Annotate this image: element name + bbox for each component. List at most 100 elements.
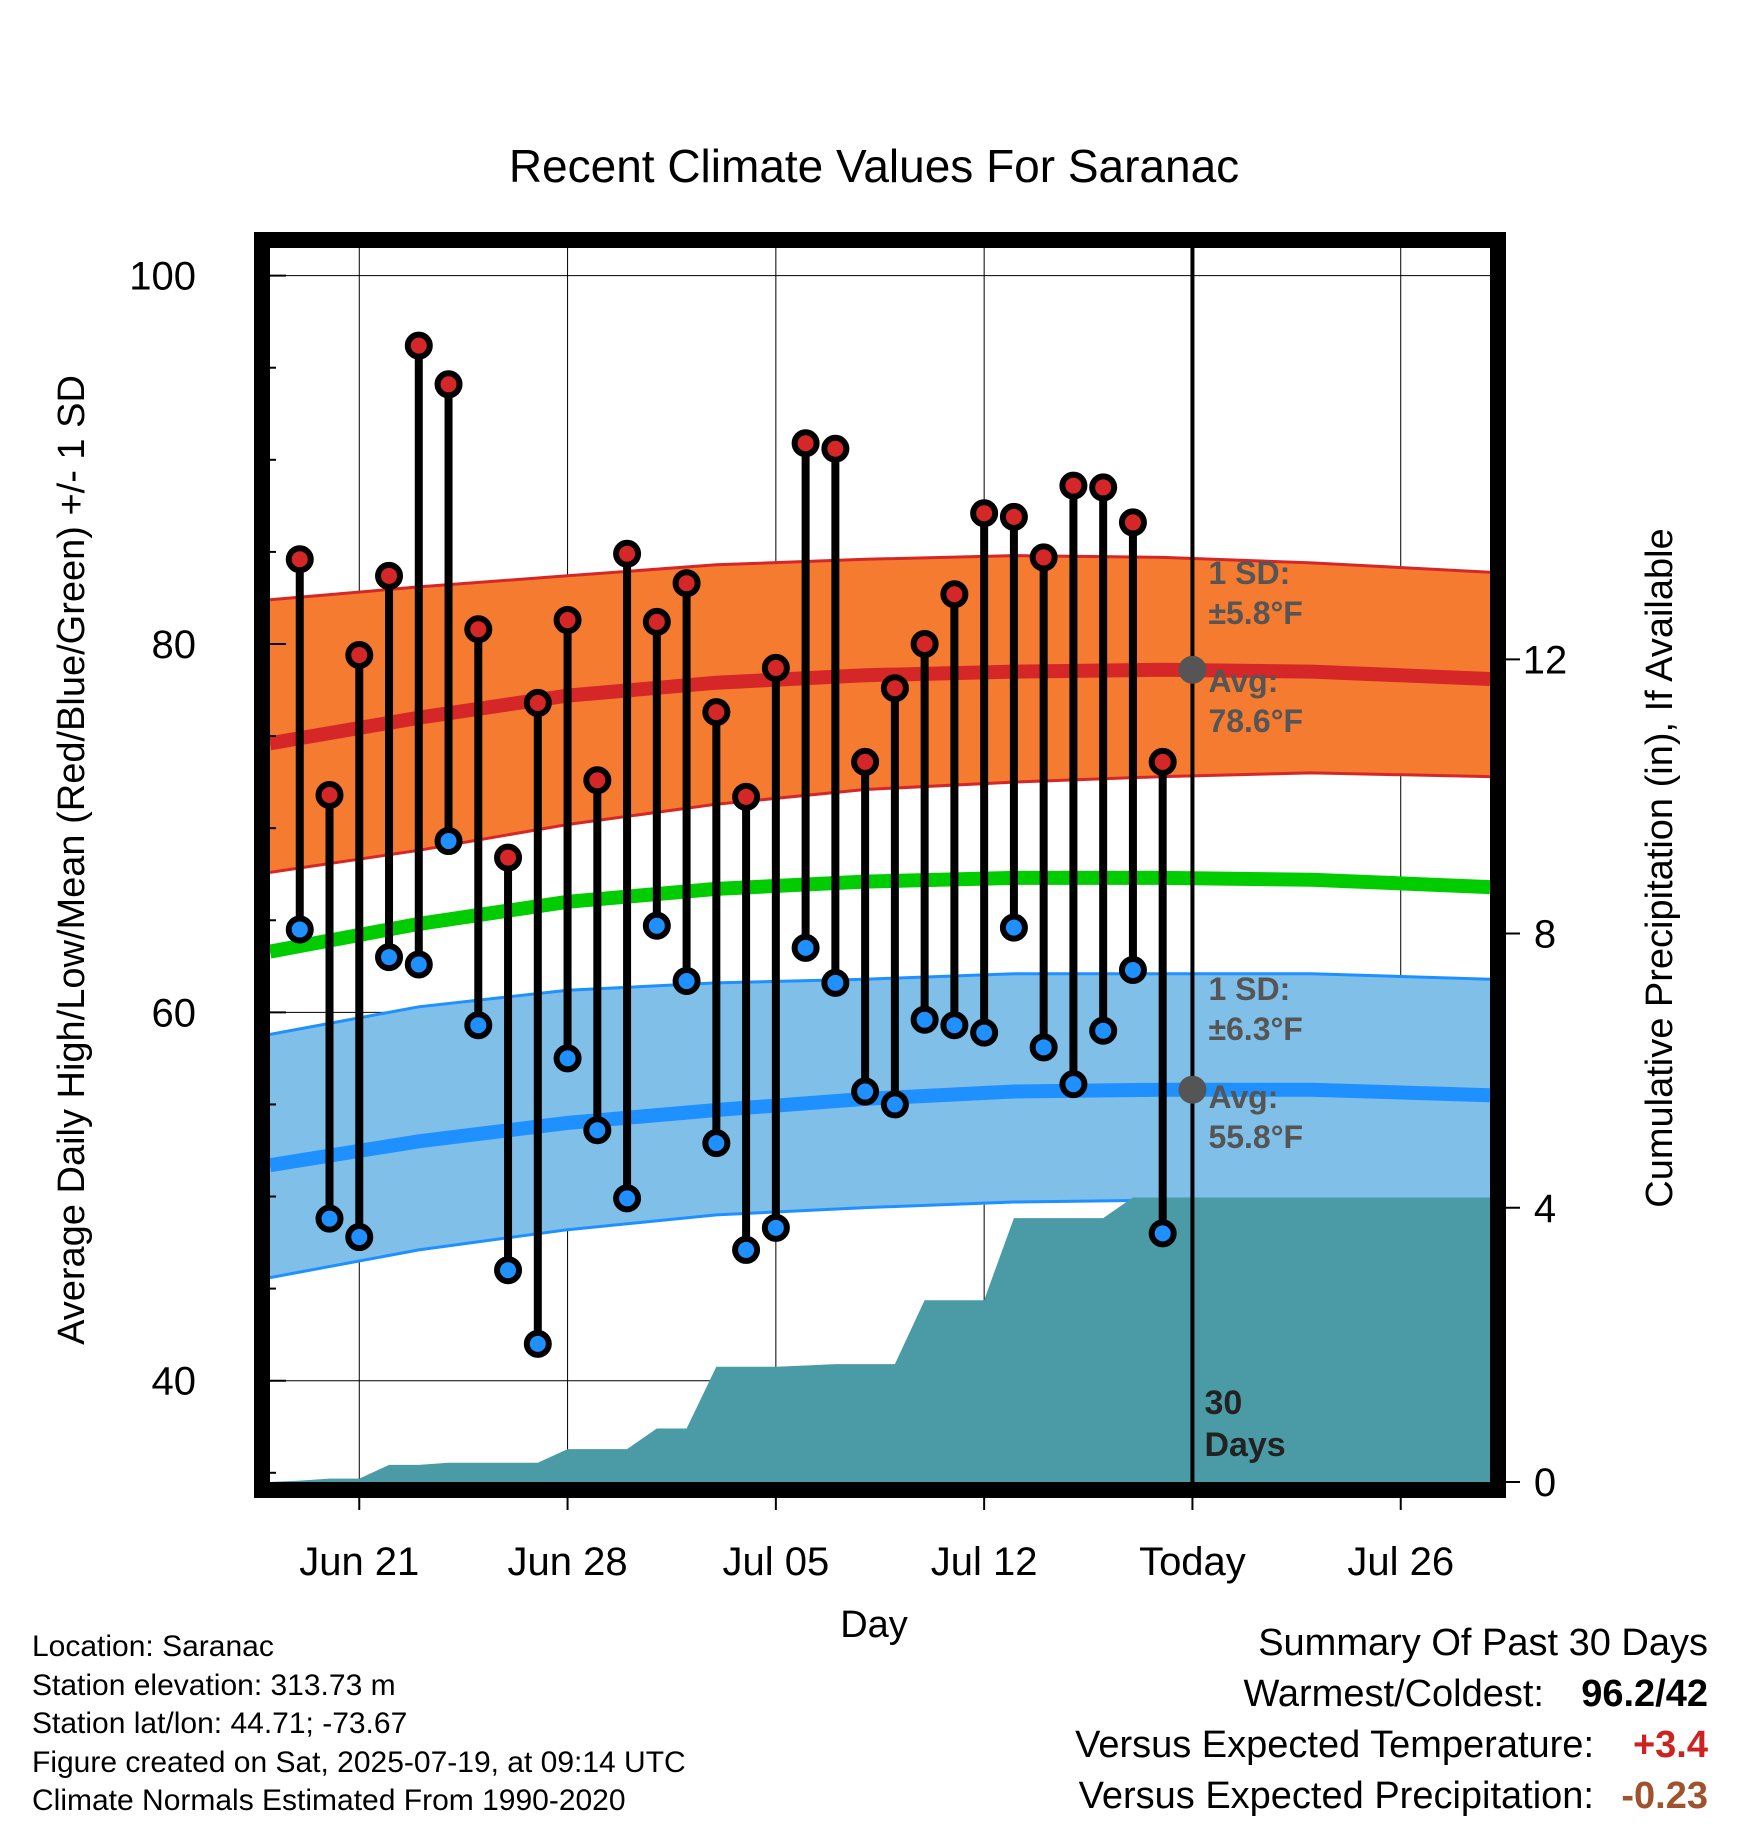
precip-area	[270, 1197, 1490, 1482]
plot-frame	[254, 232, 1506, 1498]
observed-low-point	[1059, 1070, 1088, 1099]
observed-high-point	[880, 674, 909, 703]
warmest-coldest-label: Warmest/Coldest:	[1243, 1673, 1544, 1715]
observed-low-point	[375, 943, 404, 972]
observed-high-point	[761, 653, 790, 682]
observed-low-point	[880, 1090, 909, 1119]
observed-high-point	[1059, 471, 1088, 500]
observed-high-point	[940, 580, 969, 609]
high-normal-line	[270, 662, 1490, 751]
observed-high-point	[375, 561, 404, 590]
low-avg-label: Avg: 55.8°F	[1208, 1079, 1303, 1155]
x-tick-label: Jun 28	[508, 1540, 628, 1584]
observed-high-point	[523, 688, 552, 717]
observed-high-point	[910, 629, 939, 658]
observed-low-point	[345, 1223, 374, 1252]
y-axis-label-right: Cumulative Precipitation (in), If Availa…	[1639, 528, 1681, 1207]
observed-low-point	[553, 1044, 582, 1073]
summary-title-row: Summary Of Past 30 Days	[1075, 1622, 1708, 1673]
y-tick-label-left: 60	[152, 991, 197, 1035]
high-avg-label: Avg: 78.6°F	[1208, 663, 1303, 739]
observed-high-point	[494, 843, 523, 872]
observed-low-point	[851, 1077, 880, 1106]
observed-high-point	[583, 766, 612, 795]
y-axis-label-left: Average Daily High/Low/Mean (Red/Blue/Gr…	[51, 375, 93, 1345]
observed-low-point	[940, 1011, 969, 1040]
observed-high-point	[613, 539, 642, 568]
high-sd-upper-line	[270, 554, 1490, 602]
observed-low-point	[970, 1018, 999, 1047]
warmest-value: 96.2	[1581, 1673, 1656, 1715]
observed-high-point	[791, 429, 820, 458]
y-tick-label-right: 4	[1534, 1187, 1556, 1231]
warmest-coldest-row: Warmest/Coldest: 96.2/42	[1075, 1673, 1708, 1724]
observed-high-point	[1148, 747, 1177, 776]
x-tick-label: Jul 05	[722, 1540, 829, 1584]
observed-high-point	[285, 545, 314, 574]
location-text: Location: Saranac	[32, 1630, 274, 1663]
today-high-normal-marker	[1178, 655, 1207, 684]
observed-low-point	[761, 1213, 790, 1242]
observed-low-point	[285, 915, 314, 944]
observed-low-point	[315, 1204, 344, 1233]
observed-low-point	[404, 950, 433, 979]
observed-low-point	[434, 827, 463, 856]
observed-low-point	[494, 1256, 523, 1285]
observed-high-point	[702, 698, 731, 727]
observed-low-point	[732, 1235, 761, 1264]
plot-clip-group	[270, 248, 1490, 1482]
x-tick-label: Jul 12	[931, 1540, 1038, 1584]
observed-high-point	[345, 641, 374, 670]
chart-title: Recent Climate Values For Saranac	[509, 140, 1239, 192]
y-tick-label-right: 12	[1523, 638, 1568, 682]
observed-high-point	[315, 781, 344, 810]
observed-high-point	[553, 606, 582, 635]
summary-panel: Summary Of Past 30 Days Warmest/Coldest:…	[1075, 1622, 1708, 1826]
y-tick-label-left: 80	[152, 623, 197, 667]
today-low-normal-marker	[1178, 1075, 1207, 1104]
observed-low-point	[702, 1129, 731, 1158]
station-info: Location: Saranac Station elevation: 313…	[32, 1628, 686, 1821]
high-sd-band	[270, 555, 1490, 873]
observed-high-point	[672, 569, 701, 598]
precip-anomaly-row: Versus Expected Precipitation: -0.23	[1075, 1775, 1708, 1826]
y-tick-label-left: 100	[129, 255, 196, 299]
temp-anomaly-value: +3.4	[1632, 1724, 1708, 1766]
temp-anomaly-row: Versus Expected Temperature: +3.4	[1075, 1724, 1708, 1775]
low-sd-label: 1 SD: ±6.3°F	[1208, 971, 1302, 1047]
plot-area: 1 SD: ±5.8°F Avg: 78.6°F 1 SD: ±6.3°F Avg: 55.8…	[129, 232, 1568, 1584]
observed-high-point	[434, 370, 463, 399]
x-tick-label: Jul 26	[1347, 1540, 1454, 1584]
observed-low-point	[1089, 1016, 1118, 1045]
y-tick-label-right: 0	[1534, 1461, 1556, 1505]
days-window-label: 30 Days	[1204, 1384, 1285, 1464]
observed-low-point	[523, 1329, 552, 1358]
observed-high-point	[1089, 473, 1118, 502]
elevation-text: Station elevation: 313.73 m	[32, 1668, 396, 1702]
x-tick-label: Today	[1139, 1540, 1246, 1584]
observed-low-point	[1029, 1033, 1058, 1062]
observed-low-point	[613, 1184, 642, 1213]
observed-low-point	[999, 913, 1028, 942]
observed-high-point	[970, 499, 999, 528]
summary-title: Summary Of Past 30 Days	[1258, 1622, 1708, 1664]
precip-anomaly-value: -0.23	[1621, 1775, 1708, 1817]
observed-high-point	[642, 607, 671, 636]
observed-high-point	[1029, 543, 1058, 572]
warmest-coldest-value: 96.2/42	[1581, 1673, 1708, 1715]
observed-low-point	[821, 968, 850, 997]
observed-low-point	[1118, 955, 1147, 984]
observed-high-point	[732, 782, 761, 811]
observed-low-point	[791, 933, 820, 962]
y-tick-label-left: 40	[152, 1360, 197, 1404]
observed-low-point	[910, 1005, 939, 1034]
temp-anomaly-label: Versus Expected Temperature:	[1075, 1724, 1594, 1766]
observed-high-point	[464, 615, 493, 644]
observed-high-point	[999, 502, 1028, 531]
x-axis-label: Day	[840, 1604, 908, 1646]
observed-low-point	[672, 967, 701, 996]
observed-low-point	[583, 1116, 612, 1145]
observed-low-point	[464, 1011, 493, 1040]
observed-high-point	[851, 747, 880, 776]
